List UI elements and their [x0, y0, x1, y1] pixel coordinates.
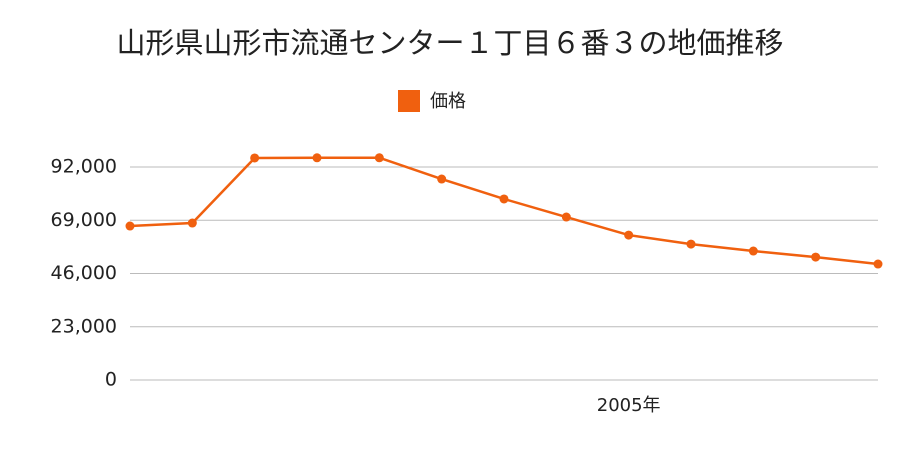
y-tick-label: 92,000 — [51, 156, 117, 178]
data-point — [250, 153, 260, 163]
series-line — [129, 156, 879, 266]
y-tick-label: 23,000 — [51, 315, 117, 337]
data-point — [873, 259, 883, 269]
data-point — [686, 239, 696, 249]
y-tick-label: 69,000 — [51, 209, 117, 231]
data-point — [499, 194, 509, 204]
legend-label: 価格 — [430, 91, 466, 112]
data-point — [748, 246, 758, 256]
data-point — [125, 221, 135, 231]
y-tick-label: 0 — [105, 369, 117, 391]
x-tick-label: 2005年 — [597, 395, 661, 416]
data-point — [187, 218, 197, 228]
legend-swatch — [398, 90, 420, 112]
data-point — [624, 230, 634, 240]
data-point — [561, 212, 571, 222]
chart-title: 山形県山形市流通センター１丁目６番３の地価推移 — [116, 26, 783, 60]
y-tick-label: 46,000 — [51, 262, 117, 284]
data-point — [374, 153, 384, 163]
data-point — [811, 252, 821, 262]
data-point — [437, 174, 447, 184]
data-point — [312, 153, 322, 163]
